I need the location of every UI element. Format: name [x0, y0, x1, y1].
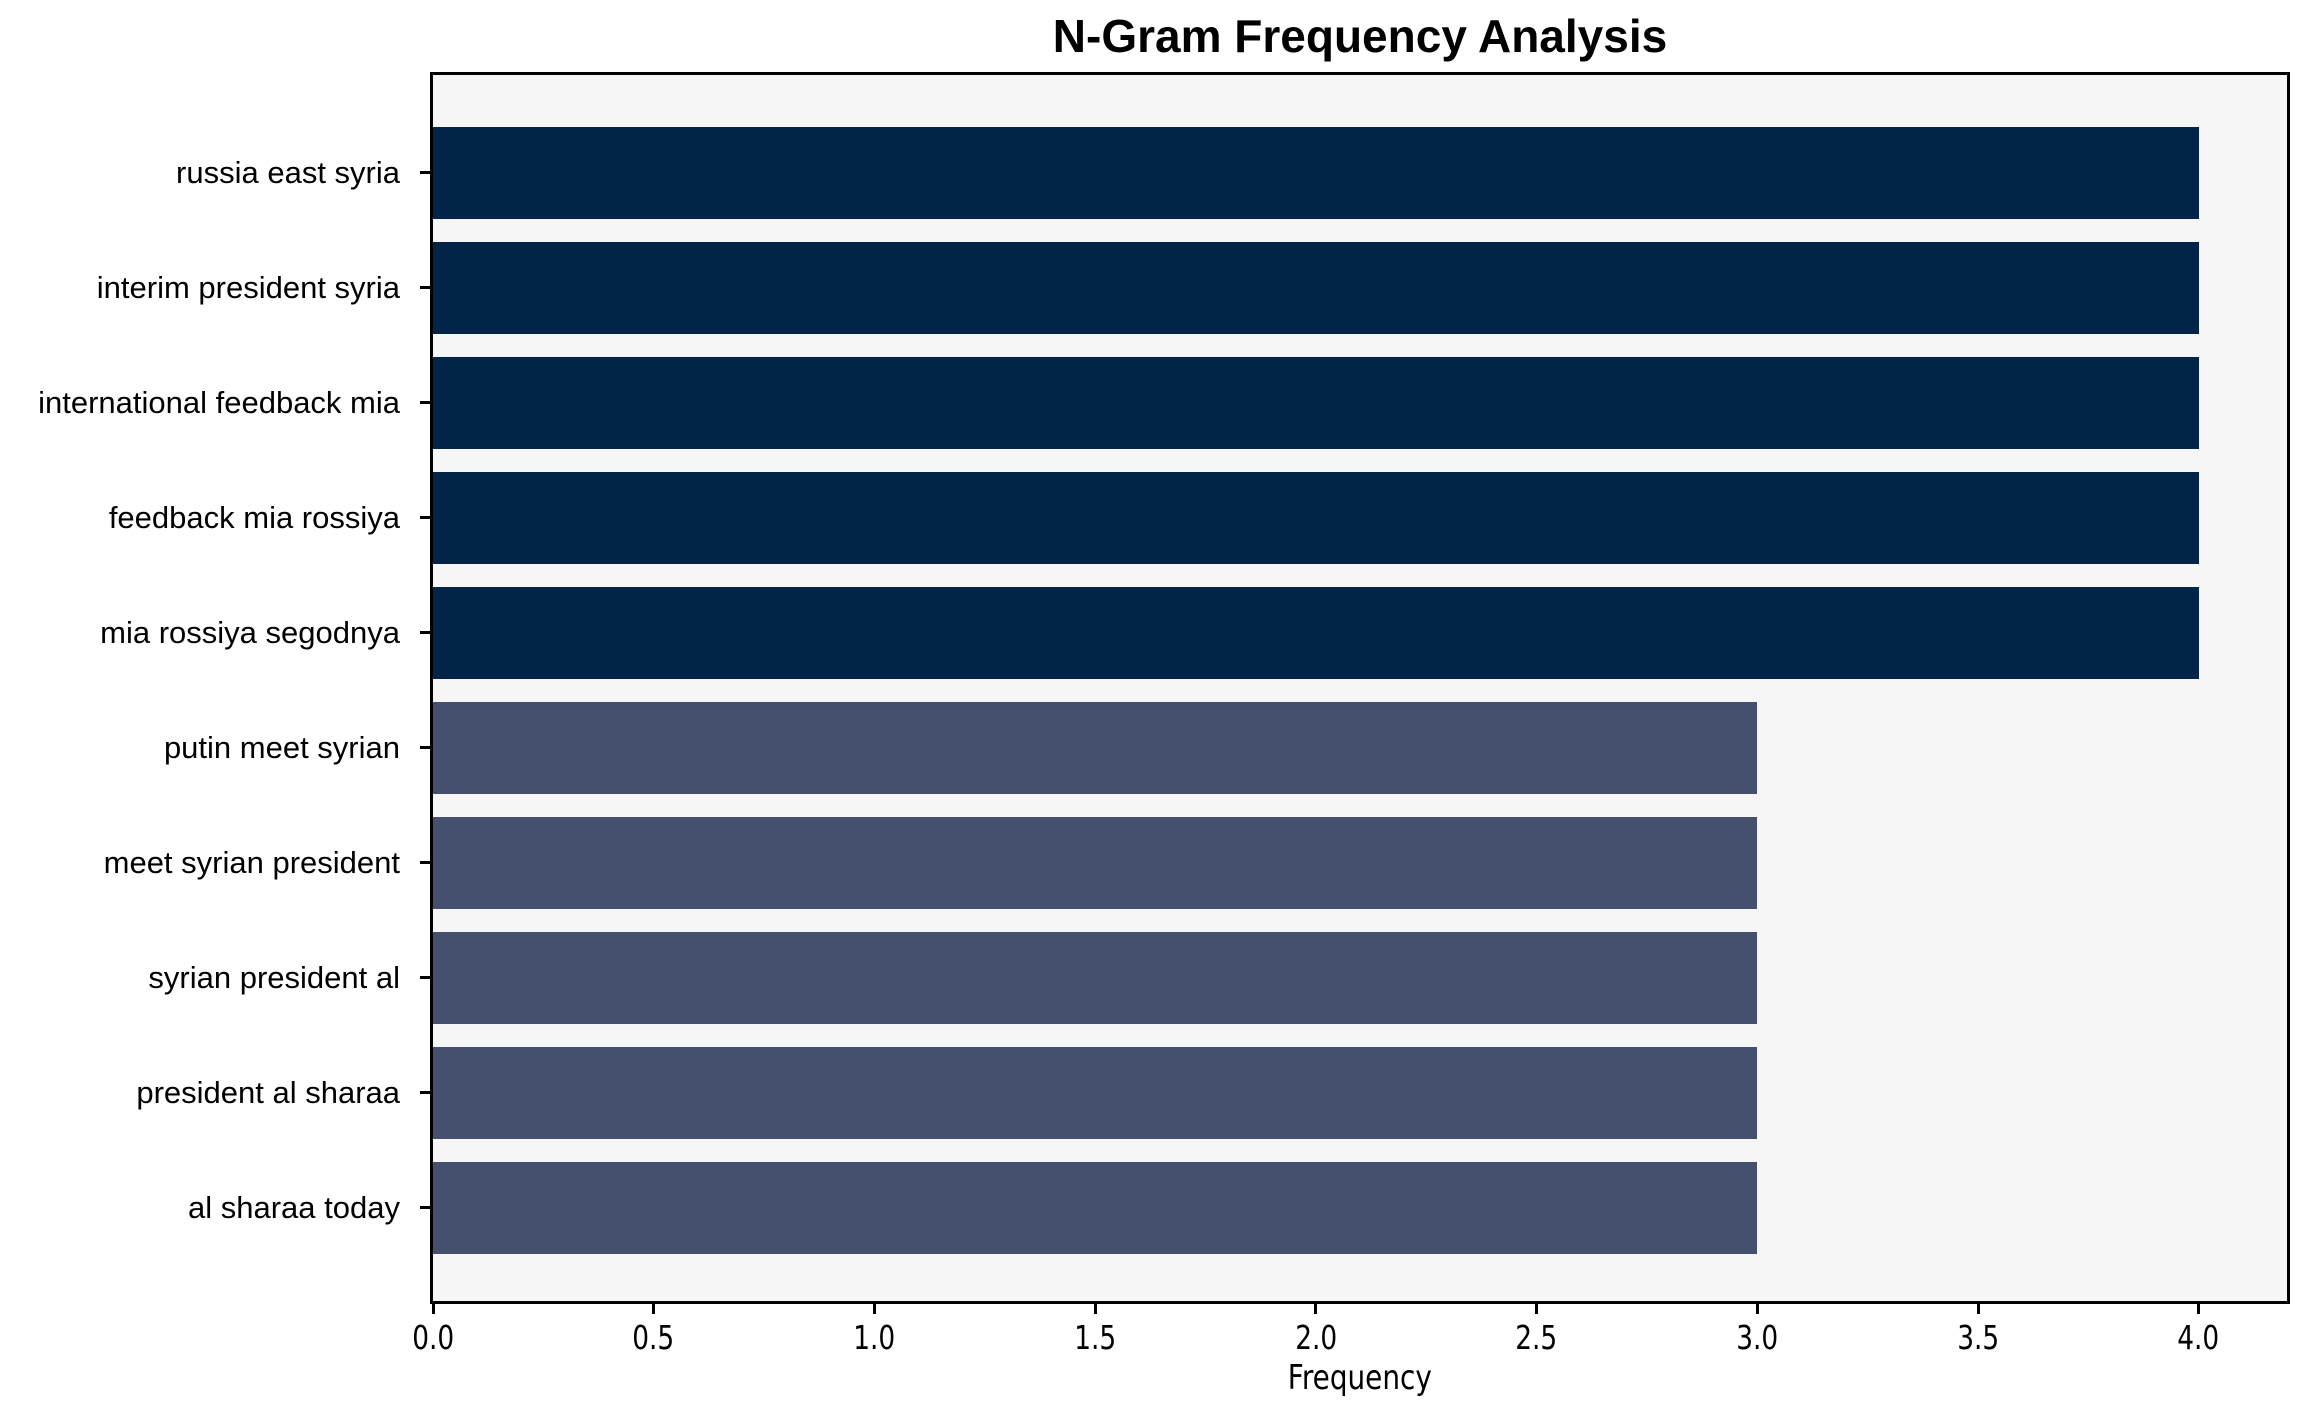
x-tick-label: 1.0 — [829, 1318, 919, 1357]
x-tick-label: 3.5 — [1933, 1318, 2023, 1357]
y-tick-mark — [420, 746, 430, 749]
bar-al-sharaa-today — [433, 1161, 1758, 1254]
x-tick-label: 1.5 — [1050, 1318, 1140, 1357]
x-tick-label: 0.5 — [609, 1318, 699, 1357]
x-tick-mark — [1755, 1304, 1759, 1314]
y-tick-label: mia rossiya segodnya — [100, 614, 400, 650]
y-tick-label: meet syrian president — [103, 844, 400, 880]
x-tick-label-text: 3.0 — [1736, 1318, 1779, 1357]
y-tick-label: president al sharaa — [136, 1074, 400, 1110]
x-tick-label: 4.0 — [2154, 1318, 2244, 1357]
bar-interim-president-syria — [433, 241, 2199, 334]
y-tick-label: russia east syria — [176, 154, 400, 190]
x-tick-label-text: 2.5 — [1515, 1318, 1558, 1357]
x-tick-mark — [1535, 1304, 1539, 1314]
y-tick-label: al sharaa today — [188, 1189, 400, 1225]
y-tick-mark — [420, 631, 430, 634]
bar-putin-meet-syrian — [433, 701, 1758, 794]
y-tick-label: international feedback mia — [38, 384, 400, 420]
bar-russia-east-syria — [433, 126, 2199, 219]
plot-area — [430, 72, 2290, 1304]
x-tick-mark — [872, 1304, 876, 1314]
x-tick-mark — [1093, 1304, 1097, 1314]
x-tick-label-text: 1.0 — [853, 1318, 896, 1357]
x-tick-label: 3.0 — [1712, 1318, 1802, 1357]
x-axis-label: Frequency — [1210, 1358, 1510, 1398]
x-tick-label: 2.0 — [1271, 1318, 1361, 1357]
y-tick-mark — [420, 1091, 430, 1094]
bar-mia-rossiya-segodnya — [433, 586, 2199, 679]
x-tick-label-text: 2.0 — [1294, 1318, 1337, 1357]
x-tick-label: 0.0 — [388, 1318, 478, 1357]
y-tick-mark — [420, 1206, 430, 1209]
y-tick-label: putin meet syrian — [163, 729, 400, 765]
x-tick-label-text: 0.5 — [632, 1318, 675, 1357]
x-tick-label-text: 3.5 — [1956, 1318, 1999, 1357]
y-tick-mark — [420, 861, 430, 864]
bar-international-feedback-mia — [433, 356, 2199, 449]
y-tick-mark — [420, 516, 430, 519]
x-tick-label-text: 1.5 — [1074, 1318, 1117, 1357]
y-tick-mark — [420, 976, 430, 979]
x-tick-mark — [2197, 1304, 2201, 1314]
y-tick-label: syrian president al — [148, 959, 400, 995]
bar-syrian-president-al — [433, 931, 1758, 1024]
x-tick-label: 2.5 — [1492, 1318, 1582, 1357]
y-tick-mark — [420, 401, 430, 404]
x-axis-label-text: Frequency — [1287, 1358, 1433, 1398]
bar-feedback-mia-rossiya — [433, 471, 2199, 564]
x-tick-mark — [1314, 1304, 1318, 1314]
y-tick-label: feedback mia rossiya — [108, 499, 400, 535]
x-tick-mark — [431, 1304, 435, 1314]
y-tick-mark — [420, 286, 430, 289]
x-tick-mark — [1976, 1304, 1980, 1314]
x-tick-mark — [652, 1304, 656, 1314]
bar-president-al-sharaa — [433, 1046, 1758, 1139]
y-tick-label: interim president syria — [96, 269, 400, 305]
bar-meet-syrian-president — [433, 816, 1758, 909]
chart-title: N-Gram Frequency Analysis — [1052, 10, 1668, 62]
y-tick-mark — [420, 171, 430, 174]
x-tick-label-text: 0.0 — [411, 1318, 454, 1357]
x-tick-label-text: 4.0 — [2177, 1318, 2220, 1357]
